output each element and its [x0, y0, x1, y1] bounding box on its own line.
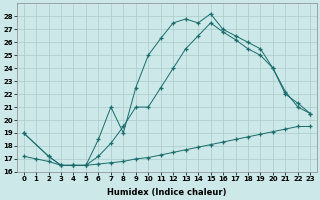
X-axis label: Humidex (Indice chaleur): Humidex (Indice chaleur)	[107, 188, 227, 197]
